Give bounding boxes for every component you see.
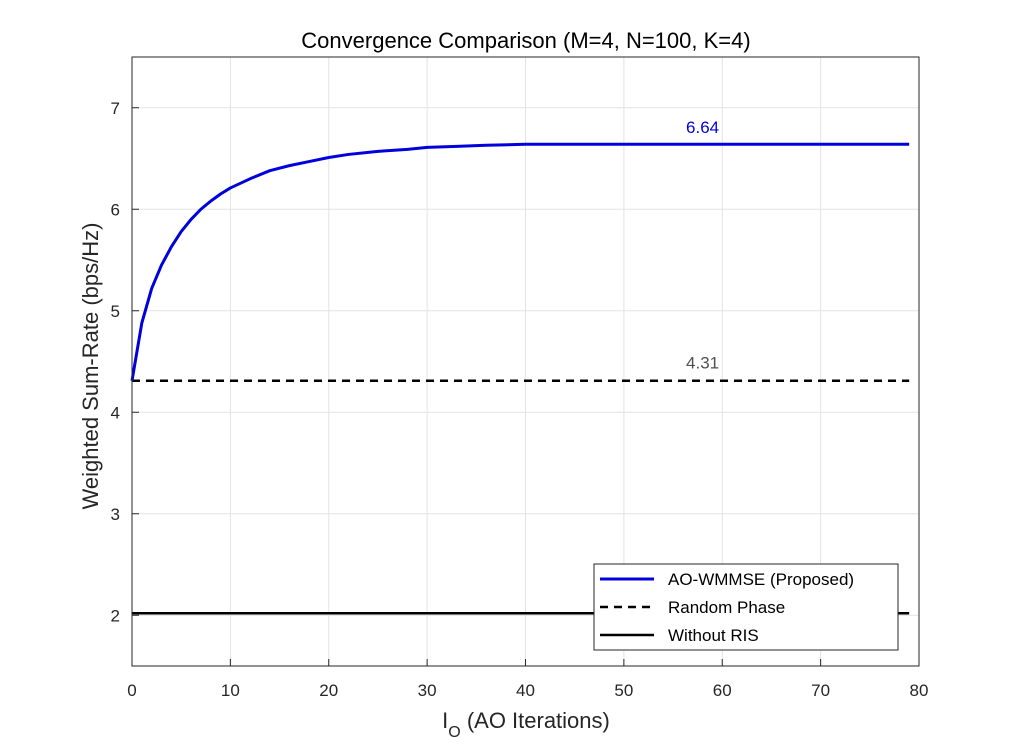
x-tick-label: 80 — [910, 681, 929, 700]
axes-box — [131, 56, 920, 667]
legend-label-without-ris: Without RIS — [668, 626, 759, 645]
axes — [131, 56, 920, 667]
legend-label-ao-wmmse: AO-WMMSE (Proposed) — [668, 570, 854, 589]
x-tick-label: 50 — [614, 681, 633, 700]
x-tick-label: 0 — [127, 681, 136, 700]
x-axis-label-subscript: O — [448, 724, 460, 741]
x-tick-label: 60 — [713, 681, 732, 700]
legend: AO-WMMSE (Proposed) Random Phase Without… — [593, 563, 899, 651]
x-tick-label: 70 — [811, 681, 830, 700]
x-axis-label: IO (AO Iterations) — [442, 708, 610, 741]
y-tick-label: 3 — [111, 505, 120, 524]
y-tick-label: 4 — [111, 403, 120, 422]
x-axis-label-main: I — [442, 708, 448, 733]
chart-title: Convergence Comparison (M=4, N=100, K=4) — [301, 28, 750, 53]
x-tick-label: 20 — [319, 681, 338, 700]
data-label-annotation: 6.64 — [686, 118, 719, 137]
x-axis-label-rest: (AO Iterations) — [461, 708, 610, 733]
annotations: 6.64 4.31 — [686, 118, 719, 372]
y-tick-label: 6 — [111, 200, 120, 219]
y-tick-label: 7 — [111, 99, 120, 118]
y-tick-label: 5 — [111, 302, 120, 321]
y-tick-label: 2 — [111, 606, 120, 625]
series-line-ao-wmmse-proposed — [130, 142, 910, 382]
x-tick-label: 40 — [516, 681, 535, 700]
legend-label-random-phase: Random Phase — [668, 598, 785, 617]
data-label-annotation: 4.31 — [686, 354, 719, 373]
x-tick-label: 10 — [221, 681, 240, 700]
x-tick-label: 30 — [418, 681, 437, 700]
tick-labels: 0 10 20 30 40 50 60 70 80 2 3 4 5 6 7 — [111, 99, 929, 700]
y-axis-label: Weighted Sum-Rate (bps/Hz) — [78, 223, 103, 510]
